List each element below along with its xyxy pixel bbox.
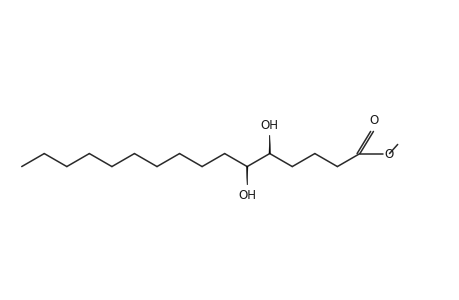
- Polygon shape: [246, 167, 247, 185]
- Text: O: O: [383, 148, 393, 161]
- Text: O: O: [369, 114, 378, 127]
- Text: OH: OH: [260, 118, 278, 131]
- Text: OH: OH: [238, 189, 256, 202]
- Polygon shape: [269, 135, 270, 154]
